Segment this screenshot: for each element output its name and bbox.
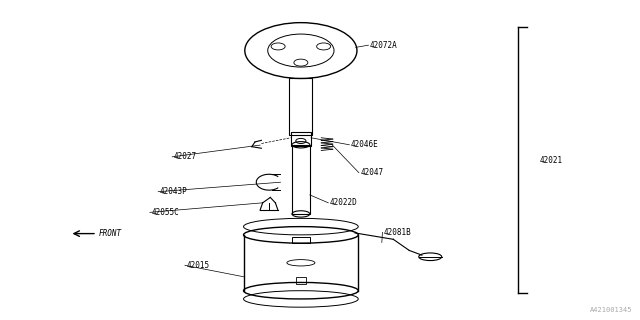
Text: FRONT: FRONT: [99, 229, 122, 238]
Bar: [289, 78, 312, 135]
Text: 42021: 42021: [540, 156, 563, 164]
Text: 42015: 42015: [186, 261, 209, 270]
Text: 42047: 42047: [360, 168, 383, 177]
Text: A421001345: A421001345: [589, 307, 632, 313]
Text: 42072A: 42072A: [370, 41, 397, 50]
Text: 42022D: 42022D: [330, 198, 357, 207]
Text: 42046E: 42046E: [351, 140, 378, 149]
Bar: [292, 237, 310, 243]
Bar: [296, 277, 306, 284]
Bar: [291, 132, 311, 146]
Bar: [292, 145, 310, 214]
Text: 42043P: 42043P: [159, 187, 187, 196]
Text: 42027: 42027: [173, 152, 196, 161]
Text: 42081B: 42081B: [384, 228, 412, 237]
Text: 42055C: 42055C: [151, 208, 179, 217]
